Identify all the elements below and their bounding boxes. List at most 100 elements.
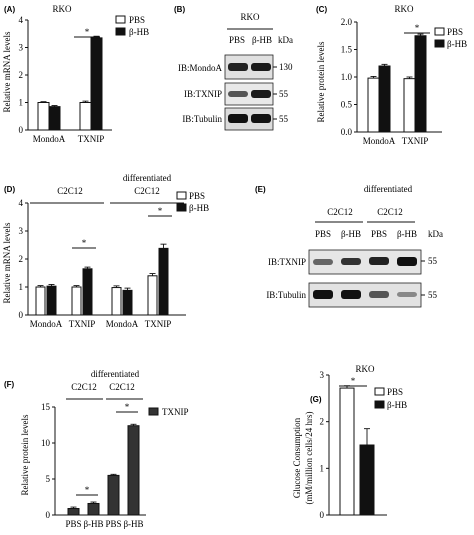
bar bbox=[127, 425, 140, 516]
panel-b-title: RKO bbox=[240, 12, 260, 22]
panel-d-legend-pbs: PBS bbox=[189, 191, 205, 201]
panel-g-legend-bhb: β-HB bbox=[387, 400, 407, 410]
panel-e-band bbox=[397, 292, 417, 297]
bar bbox=[87, 502, 100, 516]
panel-c-legend-bhb: β-HB bbox=[447, 39, 467, 49]
panel-g-ylabel-2: (mM/million cells/24 hrs) bbox=[304, 412, 314, 505]
panel-f-bars bbox=[67, 423, 140, 516]
x-tick-label: MondoA bbox=[33, 134, 66, 144]
panel-a-legend-bhb-swatch bbox=[115, 27, 126, 36]
panel-d-y-ticks: 0 1 2 3 4 bbox=[19, 198, 28, 320]
y-tick-label: 10 bbox=[41, 438, 51, 448]
panel-e-col-1: PBS bbox=[315, 229, 331, 239]
panel-b-band bbox=[228, 63, 248, 71]
panel-g-sig-star: * bbox=[351, 376, 356, 386]
panel-g: (G) RKO Glucose Consumption (mM/million … bbox=[292, 364, 407, 520]
panel-e-kda: kDa bbox=[428, 229, 443, 239]
panel-c-legend-pbs: PBS bbox=[447, 27, 463, 37]
panel-e-col-4: β-HB bbox=[397, 229, 417, 239]
bar bbox=[122, 289, 133, 316]
y-tick-label: 2 bbox=[19, 254, 24, 264]
panel-d-ylabel: Relative mRNA levels bbox=[2, 222, 12, 303]
panel-d-legend-pbs-swatch bbox=[176, 191, 187, 200]
bar bbox=[82, 268, 93, 316]
y-tick-label: 1 bbox=[320, 463, 325, 473]
panel-f-ylabel: Relative protein levels bbox=[20, 414, 30, 495]
panel-a-legend-bhb: β-HB bbox=[129, 27, 149, 37]
y-tick-label: 2 bbox=[320, 417, 325, 427]
panel-f-legend-txnip: TXNIP bbox=[162, 407, 189, 417]
panel-b-band bbox=[228, 114, 248, 123]
panel-e-band bbox=[341, 290, 361, 299]
panel-e-kda-txnip: 55 bbox=[428, 256, 438, 266]
panel-c-ylabel: Relative protein levels bbox=[316, 41, 326, 122]
panel-b-kda: kDa bbox=[278, 35, 293, 45]
panel-e-band bbox=[369, 291, 389, 298]
panel-g-ylabel-1: Glucose Consumption bbox=[292, 417, 302, 498]
y-tick-label: 0 bbox=[46, 510, 51, 520]
panel-g-legend-pbs: PBS bbox=[387, 387, 403, 397]
panel-e-label: (E) bbox=[255, 185, 266, 194]
panel-b-col-bhb: β-HB bbox=[252, 35, 272, 45]
x-tick-label: PBS bbox=[105, 519, 121, 529]
panel-c-legend-bhb-swatch bbox=[434, 39, 445, 48]
panel-f-legend-swatch bbox=[148, 407, 159, 416]
x-tick-label: TXNIP bbox=[402, 136, 429, 146]
panel-d-x-labels: MondoA TXNIP MondoA TXNIP bbox=[30, 319, 172, 329]
panel-a-title: RKO bbox=[52, 4, 72, 14]
panel-f-x-labels: PBS β-HB PBS β-HB bbox=[65, 519, 143, 529]
y-tick-label: 5 bbox=[46, 474, 51, 484]
y-tick-label: 1.5 bbox=[341, 45, 353, 55]
panel-c-y-ticks: 0.0 0.5 1.0 1.5 2.0 bbox=[341, 17, 357, 137]
bar bbox=[48, 106, 61, 131]
panel-f-y-ticks: 0 5 10 15 bbox=[41, 402, 55, 520]
panel-e-group-top: differentiated bbox=[364, 184, 413, 194]
panel-e-col-3: PBS bbox=[371, 229, 387, 239]
panel-g-label: (G) bbox=[310, 395, 322, 404]
bar bbox=[107, 474, 120, 516]
panel-c-sig-star: * bbox=[415, 23, 420, 33]
panel-e-row-txnip: IB:TXNIP bbox=[268, 257, 306, 267]
panel-e-band bbox=[313, 290, 333, 299]
panel-e: (E) differentiated C2C12 C2C12 PBS β-HB … bbox=[255, 184, 443, 308]
y-tick-label: 0 bbox=[19, 310, 24, 320]
panel-g-legend-pbs-swatch bbox=[374, 387, 385, 396]
bar bbox=[35, 286, 46, 316]
panel-b-band bbox=[228, 91, 248, 97]
panel-d-bars bbox=[35, 243, 169, 316]
bar bbox=[158, 247, 169, 316]
panel-e-band bbox=[313, 259, 333, 265]
y-tick-label: 4 bbox=[19, 198, 24, 208]
panel-b: (B) RKO PBS β-HB kDa IB:MondoA 130 IB:TX… bbox=[174, 5, 293, 131]
panel-a-legend-pbs: PBS bbox=[129, 15, 145, 25]
panel-b-band bbox=[251, 114, 271, 123]
x-tick-label: TXNIP bbox=[69, 319, 96, 329]
y-tick-label: 1.0 bbox=[341, 72, 353, 82]
panel-f-label: (F) bbox=[4, 380, 15, 389]
panel-g-y-ticks: 0 1 2 3 bbox=[320, 370, 329, 520]
panel-e-row-tubulin: IB:Tubulin bbox=[266, 290, 306, 300]
panel-b-band bbox=[251, 63, 271, 71]
x-tick-label: β-HB bbox=[83, 519, 103, 529]
bar bbox=[367, 77, 380, 133]
panel-b-col-pbs: PBS bbox=[229, 35, 245, 45]
panel-e-kda-tubulin: 55 bbox=[428, 290, 438, 300]
y-tick-label: 0 bbox=[320, 510, 325, 520]
panel-d-group-top: differentiated bbox=[123, 173, 172, 183]
panel-a-sig-star: * bbox=[85, 27, 90, 37]
bar bbox=[90, 37, 103, 131]
panel-a-x-labels: MondoA TXNIP bbox=[33, 134, 105, 144]
panel-e-group-1: C2C12 bbox=[327, 207, 353, 217]
bar bbox=[339, 387, 355, 516]
panel-c-title: RKO bbox=[394, 4, 414, 14]
panel-c-bars bbox=[367, 33, 427, 133]
y-tick-label: 2 bbox=[19, 70, 24, 80]
panel-f-sig-star-1: * bbox=[85, 485, 90, 495]
panel-d-legend-bhb: β-HB bbox=[189, 203, 209, 213]
y-tick-label: 3 bbox=[19, 43, 24, 53]
panel-e-col-2: β-HB bbox=[341, 229, 361, 239]
bar bbox=[79, 102, 92, 131]
bar bbox=[37, 102, 50, 131]
panel-d-group-2: C2C12 bbox=[134, 186, 160, 196]
panel-g-bars bbox=[339, 385, 375, 516]
